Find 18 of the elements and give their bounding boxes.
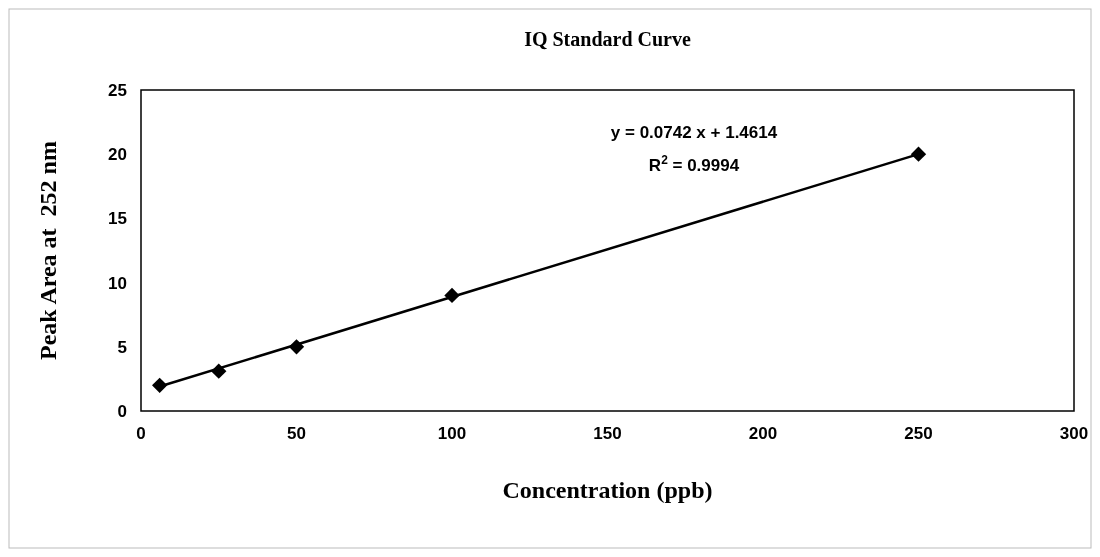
y-tick-label: 20 — [108, 145, 127, 165]
y-tick-label: 5 — [117, 337, 127, 357]
y-tick-label: 0 — [117, 401, 127, 421]
x-tick-label: 50 — [287, 424, 306, 443]
x-tick-label: 200 — [748, 424, 778, 443]
annotation: y = 0.0742 x + 1.4614 — [610, 123, 778, 142]
x-tick-label: 150 — [593, 424, 622, 443]
x-tick-label: 0 — [136, 424, 146, 443]
y-tick-label: 15 — [108, 209, 127, 229]
annotation: R$^{2}$ = 0.9994 — [648, 153, 740, 175]
y-tick-label: 10 — [108, 273, 127, 293]
chart-title: IQ Standard Curve — [524, 28, 691, 50]
x-tick-label: 100 — [437, 424, 467, 443]
x-tick-label: 250 — [904, 424, 933, 443]
x-axis-title: Concentration (ppb) — [502, 477, 713, 503]
x-tick-label: 300 — [1059, 424, 1089, 443]
y-axis-title: Peak Area at 252 nm — [35, 141, 61, 360]
y-tick-label: 25 — [108, 80, 127, 100]
